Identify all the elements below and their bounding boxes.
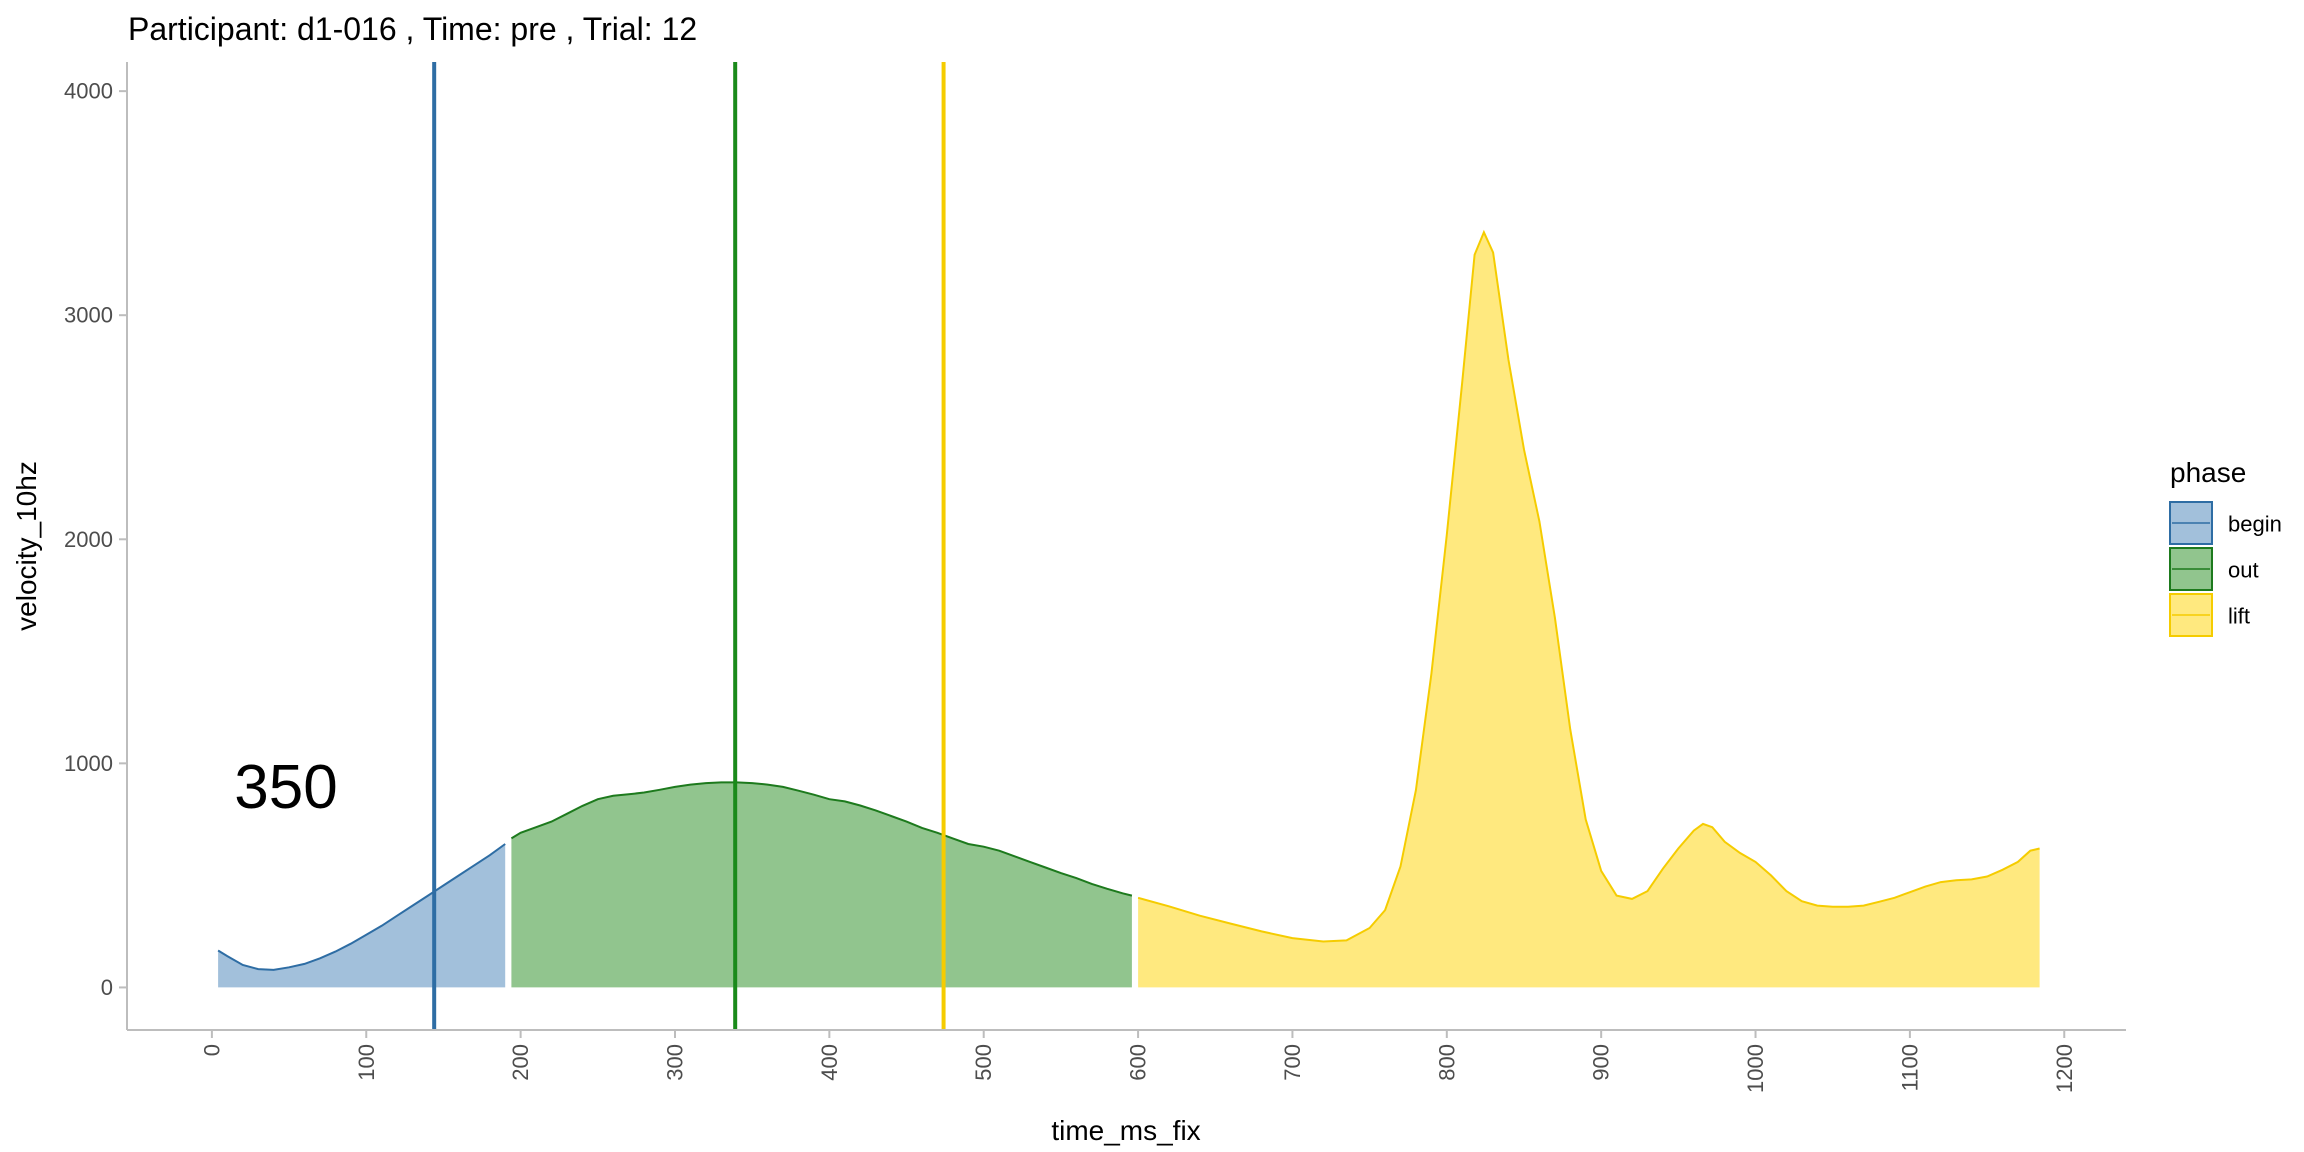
x-tick-label: 1000 [1743, 1044, 1768, 1093]
annotation-label: 350 [234, 753, 337, 822]
y-tick-label: 4000 [64, 79, 113, 104]
legend-item-lift: lift [2169, 593, 2250, 637]
x-tick-label: 800 [1434, 1044, 1459, 1081]
x-tick-label: 300 [662, 1044, 687, 1081]
legend-title: phase [2170, 457, 2246, 488]
y-axis-ticks: 0 1000 2000 3000 4000 [64, 79, 127, 1000]
legend-label: out [2228, 558, 2259, 583]
x-tick-label: 900 [1589, 1044, 1614, 1081]
y-tick-label: 3000 [64, 303, 113, 328]
area-out [511, 782, 1132, 988]
x-tick-label: 0 [199, 1044, 224, 1056]
area-begin [218, 844, 506, 988]
line-out [510, 781, 1133, 897]
y-tick-label: 2000 [64, 527, 113, 552]
x-axis-title: time_ms_fix [1051, 1115, 1200, 1146]
area-lift [1138, 232, 2040, 988]
y-tick-label: 1000 [64, 751, 113, 776]
x-tick-label: 500 [971, 1044, 996, 1081]
x-tick-label: 400 [817, 1044, 842, 1081]
series-areas [217, 229, 2040, 988]
legend-item-begin: begin [2169, 501, 2282, 545]
x-tick-label: 1100 [1897, 1044, 1922, 1091]
reference-lines [432, 62, 946, 1030]
x-tick-label: 100 [354, 1044, 379, 1081]
chart-title: Participant: d1-016 , Time: pre , Trial:… [128, 11, 697, 47]
line-lift [1137, 229, 2040, 943]
line-begin [217, 843, 506, 971]
x-axis-ticks: 0 100 200 300 400 500 600 700 800 900 1000 1100 1200 [199, 1030, 2077, 1093]
legend-label: lift [2228, 604, 2250, 629]
x-tick-label: 1200 [2052, 1044, 2077, 1093]
y-axis-title: velocity_10hz [11, 461, 42, 631]
x-tick-label: 600 [1126, 1044, 1151, 1081]
x-tick-label: 700 [1280, 1044, 1305, 1081]
legend: phase begin out lift [2169, 457, 2282, 637]
x-tick-label: 200 [508, 1044, 533, 1081]
legend-item-out: out [2169, 547, 2259, 591]
legend-label: begin [2228, 512, 2282, 537]
y-tick-label: 0 [101, 975, 113, 1000]
